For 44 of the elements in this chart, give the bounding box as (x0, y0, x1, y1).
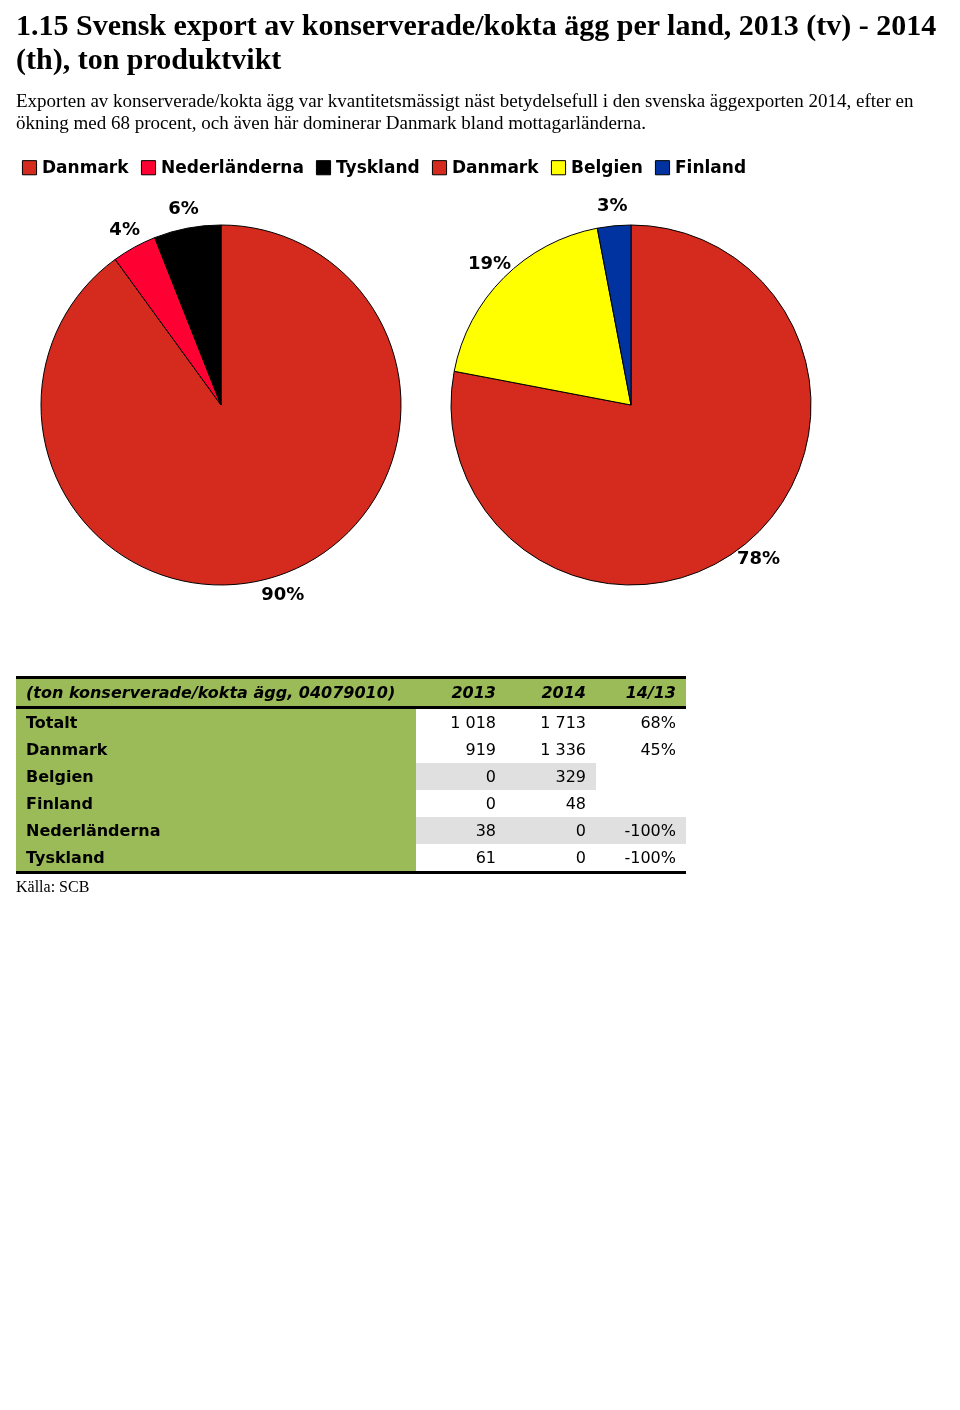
legend-label: Danmark (452, 156, 540, 177)
category-label: 2014 (506, 677, 596, 708)
text: 0 (485, 767, 496, 786)
text: 329 (555, 767, 586, 786)
category-label: Totalt (26, 713, 78, 732)
category-label: 2013 (416, 677, 506, 708)
data-label: 78% (736, 547, 781, 569)
text: 919 (465, 740, 496, 759)
category-label: Danmark (26, 740, 108, 759)
pie-slice (40, 224, 402, 586)
category-label: Finland (26, 794, 93, 813)
text: 45% (640, 740, 676, 759)
category-label: 14/13 (596, 677, 686, 708)
text: -100% (624, 821, 676, 840)
data-label: 19% (468, 251, 512, 273)
pie-slice (453, 227, 632, 406)
text: -100% (624, 848, 676, 867)
text: 0 (575, 821, 586, 840)
text: 48 (565, 794, 586, 813)
pie-slice (450, 224, 812, 586)
legend-label: Finland (675, 156, 747, 177)
legend-label: Tyskland (336, 156, 420, 177)
text: 68% (640, 713, 676, 732)
data-label: 3% (596, 193, 628, 215)
category-label: Belgien (26, 767, 94, 786)
category-label: Nederländerna (26, 821, 161, 840)
text: 0 (575, 848, 586, 867)
legend-label: Nederländerna (161, 156, 304, 177)
text: 38 (475, 821, 496, 840)
text: (ton konserverade/kokta ägg, 04079010) (16, 677, 416, 708)
text: 1 713 (540, 713, 586, 732)
text: Exporten av konserverade/kokta ägg var kvantitetsmässigt näst betydelsefull i den svenska äggexporten 2014, efter en ökning med 68 procent, och även här dominerar Danmark bland mottagarländerna. (16, 90, 915, 134)
text: 1 336 (540, 740, 586, 759)
text: 61 (475, 848, 496, 867)
text: 0 (485, 794, 496, 813)
text: Källa: SCB (16, 878, 91, 896)
category-label: Tyskland (26, 848, 105, 867)
data-label: 90% (261, 583, 305, 605)
data-label: 4% (109, 217, 140, 239)
legend-label: Belgien (571, 156, 643, 177)
data-label: 6% (168, 196, 199, 218)
chart-title: 1.15 Svensk export av konserverade/kokta ägg per land, 2013 (tv) - 2014 (th), ton produktvikt (16, 8, 938, 76)
legend-label: Danmark (42, 156, 130, 177)
text: 1 018 (450, 713, 496, 732)
